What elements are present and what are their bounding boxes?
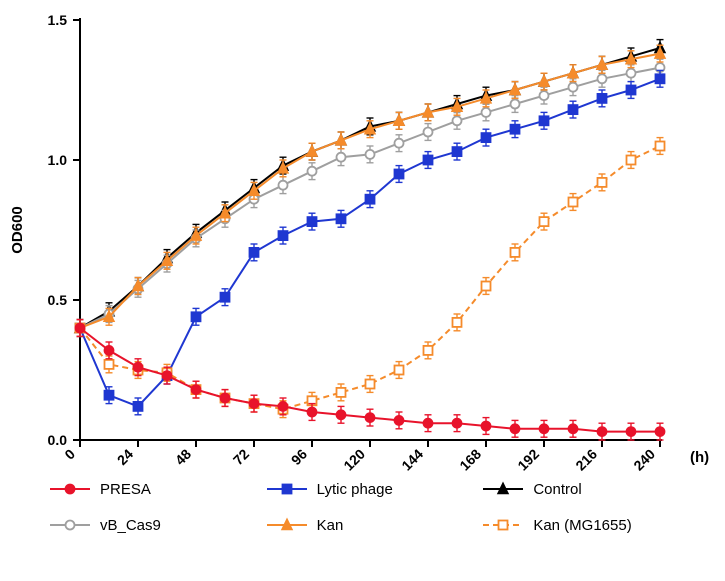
legend-label: Lytic phage <box>317 481 393 498</box>
legend-swatch-presa <box>50 480 90 498</box>
legend: PRESA Lytic phage Control vB_Cas9 Kan Ka… <box>50 480 690 534</box>
svg-text:1.0: 1.0 <box>48 152 68 168</box>
svg-text:24: 24 <box>114 446 136 468</box>
legend-swatch-vbcas9 <box>50 516 90 534</box>
svg-text:216: 216 <box>572 446 600 474</box>
legend-item-presa: PRESA <box>50 480 257 498</box>
svg-text:0.0: 0.0 <box>48 432 68 448</box>
legend-item-control: Control <box>483 480 690 498</box>
svg-text:120: 120 <box>340 446 368 474</box>
svg-text:240: 240 <box>630 446 658 474</box>
legend-swatch-kan <box>267 516 307 534</box>
chart-container: 0.0 0.5 1.0 1.5 OD600 0 24 48 72 96 120 144 168 192 21… <box>0 0 725 581</box>
svg-text:192: 192 <box>514 446 542 474</box>
legend-swatch-control <box>483 480 523 498</box>
svg-text:0.5: 0.5 <box>48 292 68 308</box>
legend-item-vbcas9: vB_Cas9 <box>50 516 257 534</box>
svg-text:0: 0 <box>61 446 78 463</box>
legend-label: Kan (MG1655) <box>533 517 631 534</box>
svg-text:72: 72 <box>230 446 252 468</box>
legend-label: vB_Cas9 <box>100 517 161 534</box>
legend-item-kanmg: Kan (MG1655) <box>483 516 690 534</box>
svg-text:(h): (h) <box>690 449 709 466</box>
svg-text:96: 96 <box>288 446 310 468</box>
svg-text:144: 144 <box>398 446 426 474</box>
legend-label: PRESA <box>100 481 151 498</box>
svg-text:48: 48 <box>172 446 194 468</box>
legend-label: Control <box>533 481 581 498</box>
legend-swatch-lytic <box>267 480 307 498</box>
legend-item-kan: Kan <box>267 516 474 534</box>
svg-text:168: 168 <box>456 446 484 474</box>
svg-text:1.5: 1.5 <box>48 12 68 28</box>
legend-swatch-kanmg <box>483 516 523 534</box>
legend-item-lytic: Lytic phage <box>267 480 474 498</box>
legend-label: Kan <box>317 517 344 534</box>
svg-text:OD600: OD600 <box>9 206 26 254</box>
